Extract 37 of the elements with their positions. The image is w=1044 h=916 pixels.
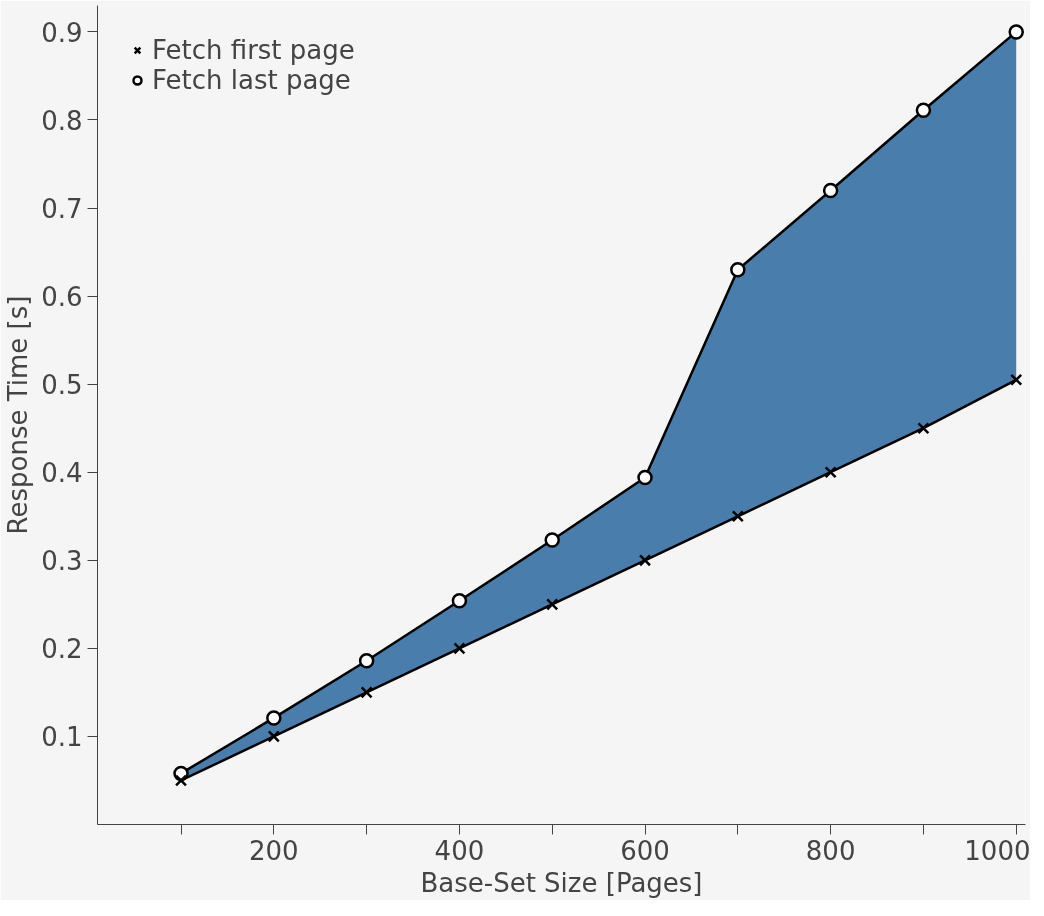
x-tick-label: 400 [434, 835, 485, 866]
point [915, 102, 932, 119]
point [824, 466, 837, 479]
point [637, 469, 653, 486]
point [360, 686, 373, 699]
point [1010, 373, 1023, 386]
y-tick-label: 0.1 [41, 722, 83, 753]
point [917, 422, 930, 435]
point [822, 182, 839, 199]
point [546, 598, 559, 611]
point [174, 774, 188, 787]
x-tick-label: 200 [249, 835, 299, 866]
y-tick-label: 0.8 [41, 105, 83, 136]
x-axis-title: Base-Set Size [Pages] [420, 867, 703, 898]
point [544, 532, 560, 548]
y-tick-label: 0.4 [41, 458, 83, 489]
x-tick-label: 800 [805, 835, 856, 866]
point [730, 261, 746, 278]
point [453, 642, 466, 655]
y-tick-label: 0.6 [41, 282, 83, 313]
point [1008, 24, 1024, 40]
y-tick-label: 0.7 [41, 194, 83, 225]
point [731, 510, 745, 523]
legend-label: Fetch first page [152, 35, 355, 65]
x-tick-label: 600 [620, 835, 670, 866]
point [266, 710, 282, 726]
point [358, 652, 375, 669]
y-tick-label: 0.9 [41, 17, 83, 48]
point [267, 730, 281, 743]
y-axis-title: Response Time [s] [3, 295, 34, 535]
legend-label: Fetch last page [152, 65, 351, 95]
x-tick-label: 1000 [964, 835, 1031, 866]
point [451, 593, 468, 609]
point [638, 554, 652, 567]
y-tick-label: 0.3 [41, 546, 83, 577]
y-tick-label: 0.5 [41, 370, 83, 401]
y-tick-label: 0.2 [41, 634, 83, 665]
